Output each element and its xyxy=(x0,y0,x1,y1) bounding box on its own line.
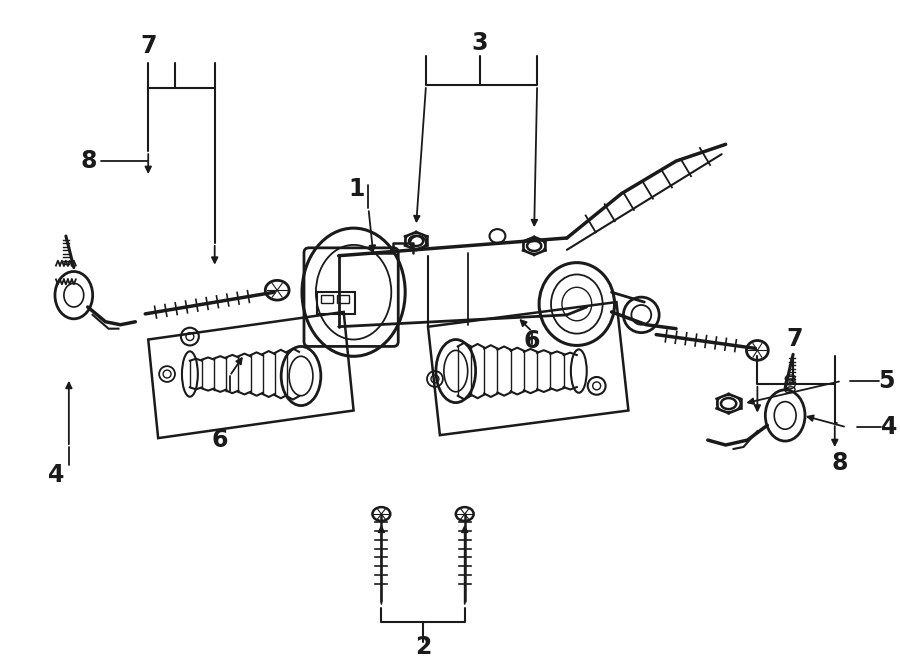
Bar xyxy=(317,292,355,314)
Text: 6: 6 xyxy=(212,428,228,452)
Text: 5: 5 xyxy=(878,369,895,393)
Text: 8: 8 xyxy=(80,149,97,173)
Text: 7: 7 xyxy=(787,326,804,351)
Text: 1: 1 xyxy=(348,177,364,201)
Text: 3: 3 xyxy=(472,31,488,55)
Text: 7: 7 xyxy=(140,34,157,58)
Text: 6: 6 xyxy=(524,330,540,354)
Bar xyxy=(337,295,348,303)
Bar xyxy=(321,295,333,303)
Text: 4: 4 xyxy=(48,463,64,487)
Text: 2: 2 xyxy=(415,635,431,659)
Text: 4: 4 xyxy=(881,415,897,440)
Text: 8: 8 xyxy=(832,451,848,475)
